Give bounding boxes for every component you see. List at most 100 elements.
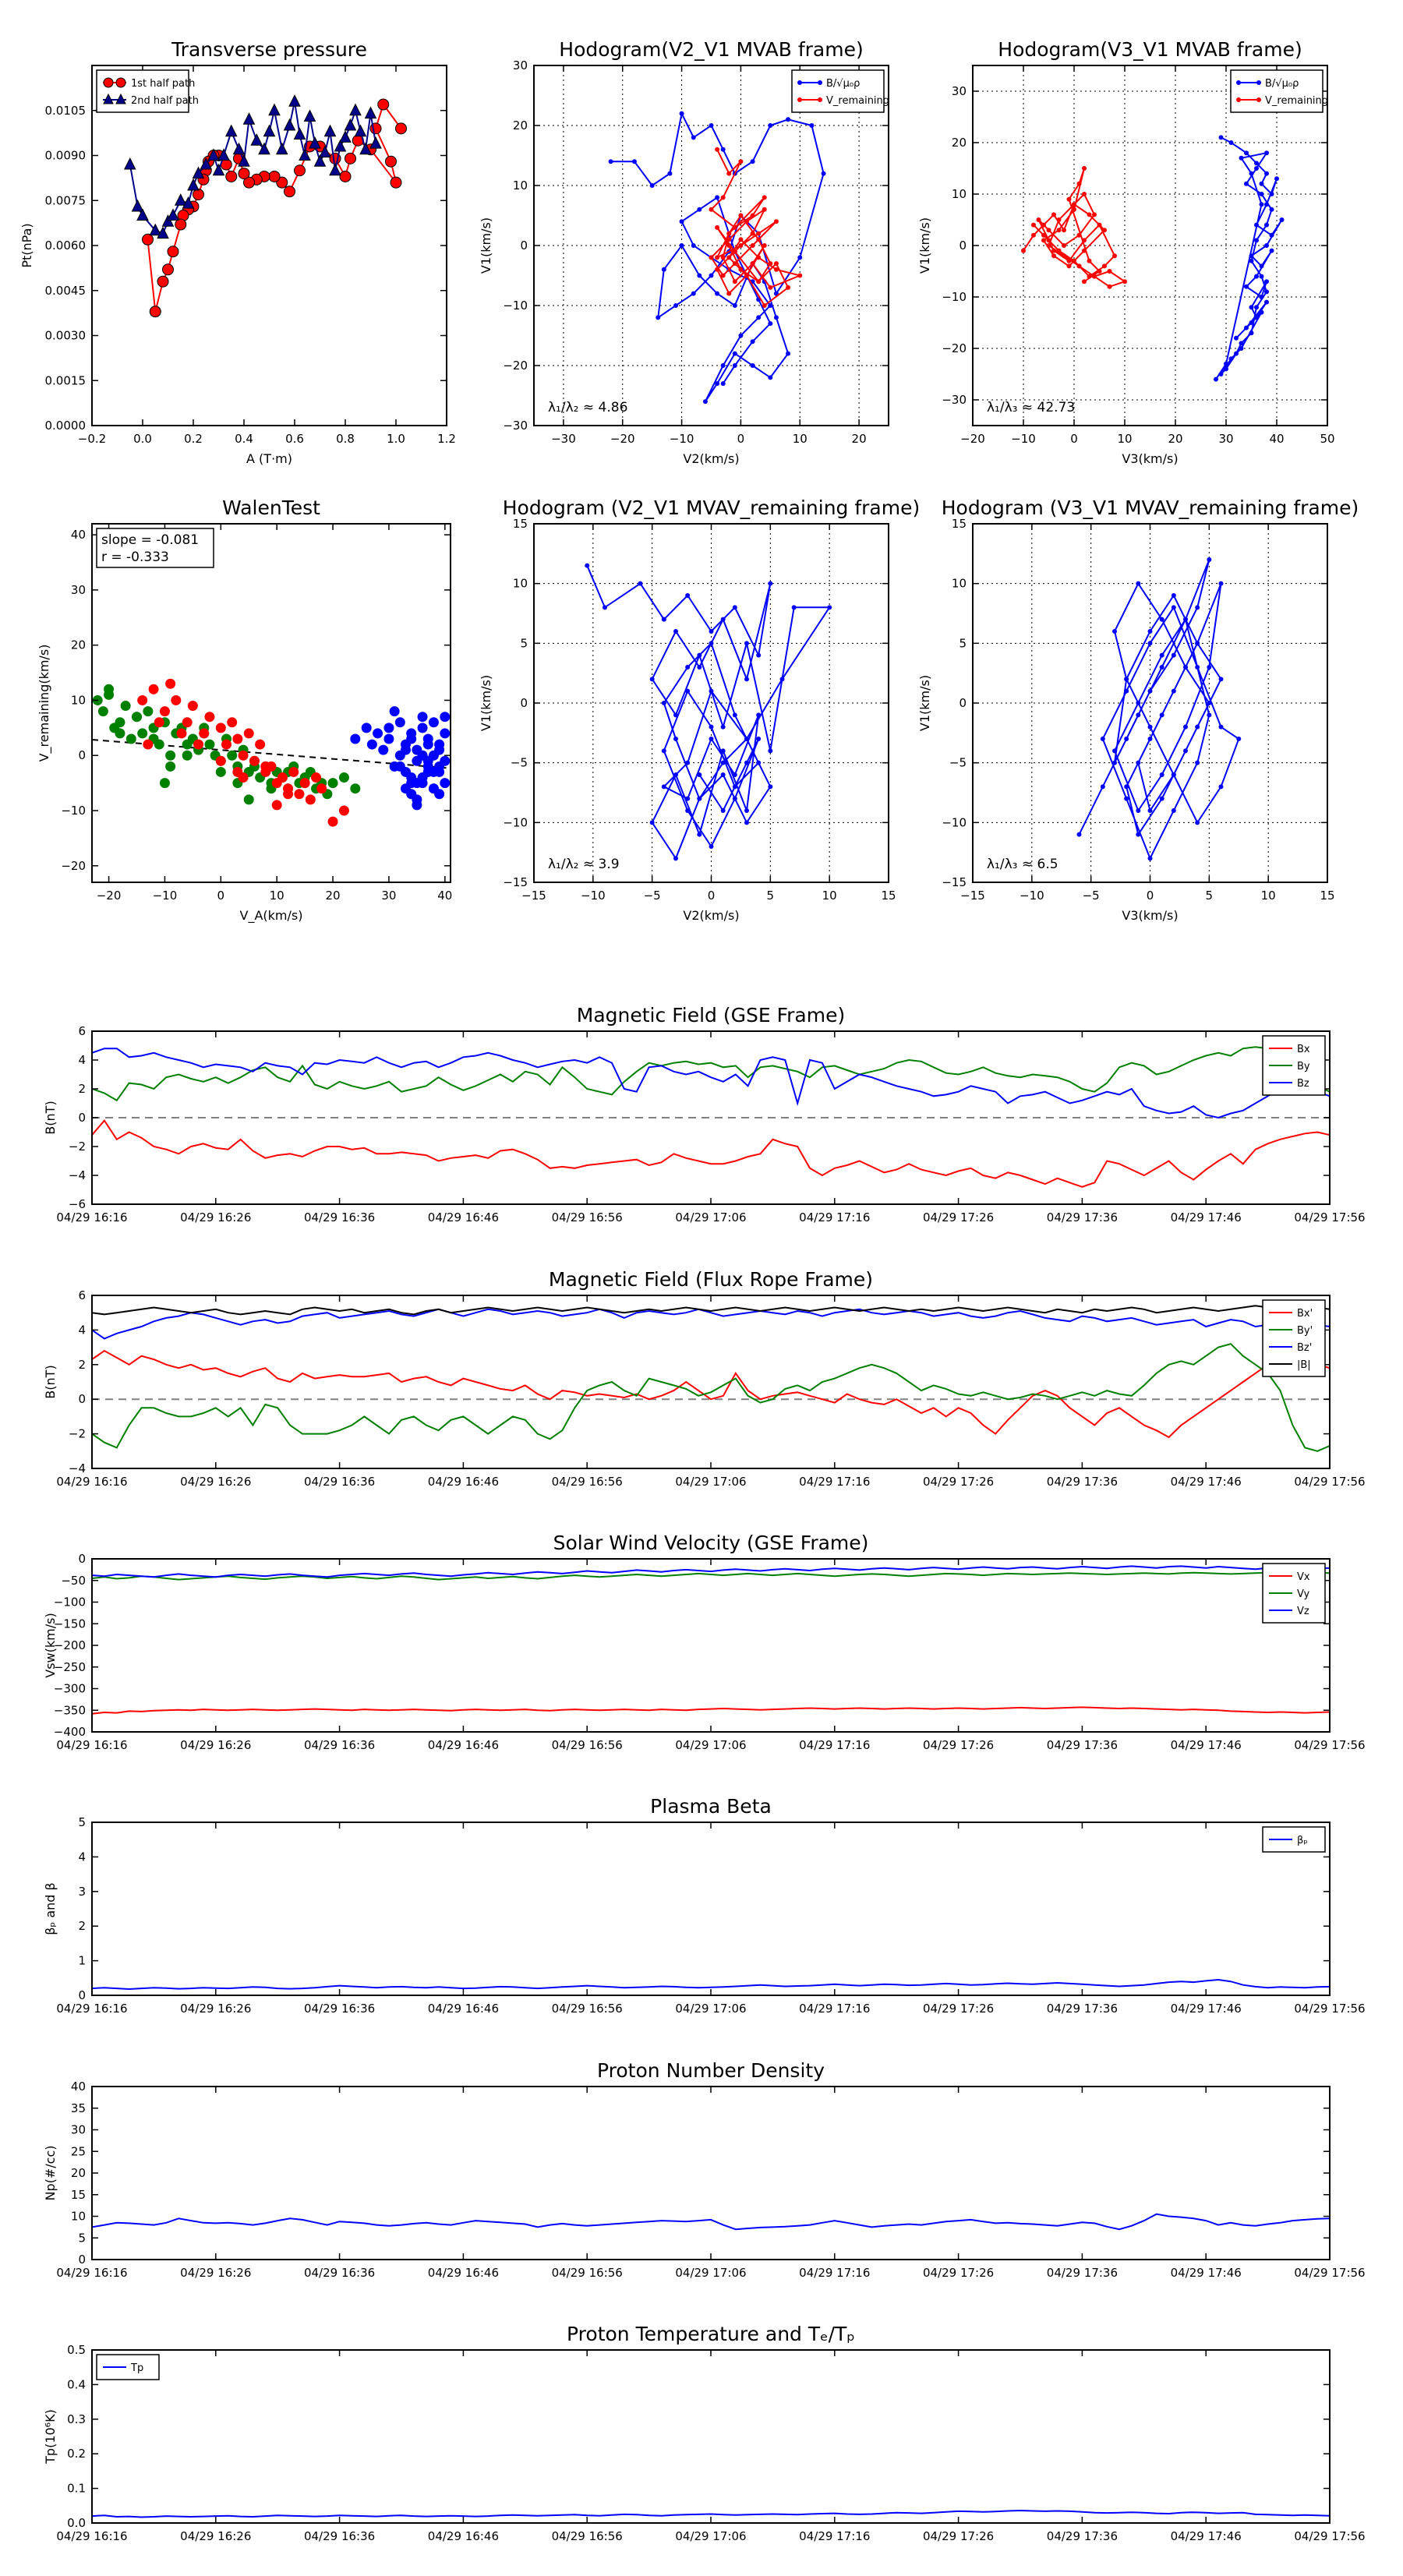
data-point bbox=[1147, 737, 1153, 741]
data-point bbox=[732, 605, 737, 610]
x-tick-label: 04/29 17:46 bbox=[1171, 1738, 1242, 1752]
chart-title: Proton Temperature and Tₑ/Tₚ bbox=[567, 2323, 855, 2345]
data-point bbox=[149, 223, 162, 236]
data-point bbox=[1051, 212, 1056, 217]
data-point bbox=[383, 723, 394, 733]
x-tick-label: 04/29 16:16 bbox=[56, 2002, 127, 2016]
y-tick-label: −10 bbox=[942, 290, 967, 304]
data-point bbox=[732, 712, 737, 718]
data-point bbox=[661, 617, 666, 622]
data-point bbox=[726, 243, 732, 248]
data-point bbox=[1036, 217, 1041, 222]
data-point bbox=[243, 176, 255, 189]
y-tick-label: −250 bbox=[54, 1660, 86, 1674]
legend: B/√μ₀ρ V_remaining bbox=[791, 69, 889, 113]
data-point bbox=[786, 284, 791, 290]
x-tick-label: 04/29 17:06 bbox=[675, 2266, 746, 2280]
plot-frame bbox=[533, 65, 889, 426]
y-tick-label: 4 bbox=[78, 1323, 86, 1337]
data-point bbox=[232, 142, 246, 155]
data-point bbox=[715, 381, 720, 387]
data-point bbox=[309, 136, 321, 149]
data-point bbox=[323, 124, 337, 137]
data-point bbox=[726, 237, 732, 242]
data-point bbox=[1249, 305, 1254, 310]
x-tick-label: 04/29 17:56 bbox=[1294, 1210, 1365, 1224]
data-point bbox=[350, 783, 361, 794]
x-tick-label: 04/29 16:36 bbox=[304, 1210, 375, 1224]
data-point bbox=[1264, 279, 1269, 284]
data-point bbox=[327, 778, 338, 789]
x-tick-label: −30 bbox=[551, 432, 576, 446]
data-point bbox=[1041, 232, 1046, 238]
data-point bbox=[428, 717, 439, 728]
y-tick-label: −30 bbox=[503, 419, 528, 433]
data-point bbox=[732, 303, 737, 308]
y-tick-label: −4 bbox=[69, 1461, 86, 1475]
data-point bbox=[142, 233, 154, 246]
data-point bbox=[732, 784, 737, 790]
x-tick-label: 04/29 16:46 bbox=[428, 2002, 499, 2016]
data-point bbox=[720, 363, 726, 368]
x-tick-label: 5 bbox=[767, 889, 775, 903]
plot-area bbox=[92, 1978, 1330, 1991]
data-point bbox=[762, 207, 767, 212]
x-tick-label: −20 bbox=[960, 432, 985, 446]
data-point bbox=[709, 641, 714, 646]
data-point bbox=[422, 755, 433, 766]
data-point bbox=[732, 363, 737, 368]
proton-temperature-panel: Proton Temperature and Tₑ/Tₚ 04/29 16:16 0… bbox=[43, 2323, 1366, 2543]
y-tick-label: 30 bbox=[513, 58, 528, 72]
data-point bbox=[779, 677, 785, 682]
data-point bbox=[148, 684, 159, 694]
slope-label: slope = -0.081 bbox=[101, 532, 199, 548]
data-point bbox=[1249, 253, 1254, 259]
legend-box bbox=[1230, 69, 1323, 113]
x-tick-label: 04/29 16:56 bbox=[552, 2529, 623, 2543]
plot-area bbox=[92, 2509, 1330, 2518]
data-point bbox=[1218, 372, 1224, 376]
data-point bbox=[702, 399, 708, 405]
data-point bbox=[750, 363, 755, 368]
data-point bbox=[768, 303, 773, 308]
data-point bbox=[199, 728, 210, 739]
legend-marker bbox=[818, 97, 822, 102]
data-point bbox=[756, 315, 762, 320]
x-tick-label: 04/29 16:16 bbox=[56, 2529, 127, 2543]
data-point bbox=[809, 123, 815, 128]
data-point bbox=[275, 142, 288, 155]
data-point bbox=[434, 789, 445, 800]
data-point bbox=[1224, 361, 1228, 366]
data-point bbox=[1041, 222, 1046, 228]
data-point bbox=[1092, 212, 1097, 217]
data-point bbox=[750, 243, 755, 248]
data-point bbox=[744, 760, 749, 765]
x-tick-label: 0.8 bbox=[336, 432, 355, 446]
x-axis-label: V2(km/s) bbox=[683, 908, 739, 923]
legend-label: Tp bbox=[130, 2362, 143, 2374]
data-point bbox=[406, 733, 417, 744]
data-point bbox=[744, 808, 749, 813]
data-point bbox=[1082, 238, 1087, 243]
data-point bbox=[709, 844, 714, 849]
y-tick-label: −4 bbox=[69, 1168, 86, 1182]
data-point bbox=[1218, 135, 1224, 140]
data-point bbox=[697, 652, 702, 658]
y-tick-label: 0 bbox=[78, 1988, 86, 2002]
y-tick-label: 30 bbox=[71, 2123, 86, 2137]
chart-title: Solar Wind Velocity (GSE Frame) bbox=[553, 1532, 869, 1554]
plot-frame bbox=[91, 2086, 1331, 2260]
x-tick-label: 30 bbox=[1218, 432, 1233, 446]
data-point bbox=[673, 629, 678, 634]
data-point bbox=[293, 127, 306, 140]
series-line-series-0 bbox=[586, 565, 832, 860]
x-tick-label: 04/29 16:46 bbox=[428, 2266, 499, 2280]
data-point bbox=[1218, 581, 1224, 586]
data-point bbox=[1159, 796, 1164, 801]
data-point bbox=[334, 139, 347, 152]
data-point bbox=[585, 563, 590, 568]
hodogram-v3v1-mvav-panel: Hodogram (V3_V1 MVAV_remaining frame) −15… bbox=[917, 496, 1359, 923]
data-point bbox=[1136, 701, 1141, 705]
data-point bbox=[1195, 641, 1200, 646]
y-tick-label: 0.0015 bbox=[45, 373, 87, 387]
